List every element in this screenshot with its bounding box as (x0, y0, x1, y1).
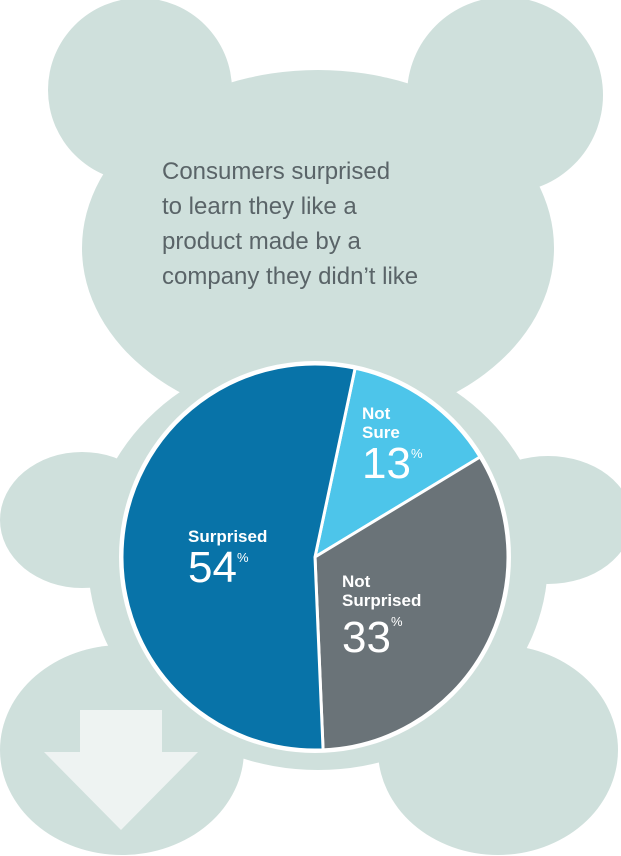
slice-value-not-surprised: 33 (342, 613, 391, 662)
bear-head (82, 70, 554, 426)
slice-unit-not-surprised: % (390, 614, 403, 629)
slice-unit-not-sure: % (410, 446, 423, 461)
pie-slice-not-surprised (313, 455, 510, 752)
slice-unit-surprised: % (236, 550, 249, 565)
pie-slice-not-sure (313, 366, 482, 559)
slice-label-surprised-line-1: Surprised (188, 527, 268, 546)
slice-label-not-sure-line-1: Not (362, 404, 391, 423)
slice-label-not-surprised-line-1: Not (342, 572, 371, 591)
slice-value-surprised: 54 (188, 543, 237, 592)
chart-title: Consumers surprised to learn they like a… (162, 154, 522, 294)
down-arrow-shape (44, 710, 198, 830)
title-line-3: product made by a (162, 228, 361, 255)
title-line-1: Consumers surprised (162, 158, 391, 185)
slice-label-not-surprised-line-2: Surprised (342, 591, 422, 610)
pie-slice-surprised (120, 362, 357, 752)
pie-slices (120, 362, 510, 752)
title-line-2: to learn they like a (162, 193, 357, 220)
slice-label-surprised: Surprised 54% (188, 527, 267, 590)
slice-label-not-sure-line-2: Sure (362, 423, 400, 442)
slice-label-not-surprised: Not Surprised 33% (342, 572, 421, 660)
title-line-4: company they didn’t like (162, 263, 419, 290)
slice-value-not-sure: 13 (362, 439, 411, 488)
slice-label-not-sure: Not Sure 13% (362, 404, 423, 486)
